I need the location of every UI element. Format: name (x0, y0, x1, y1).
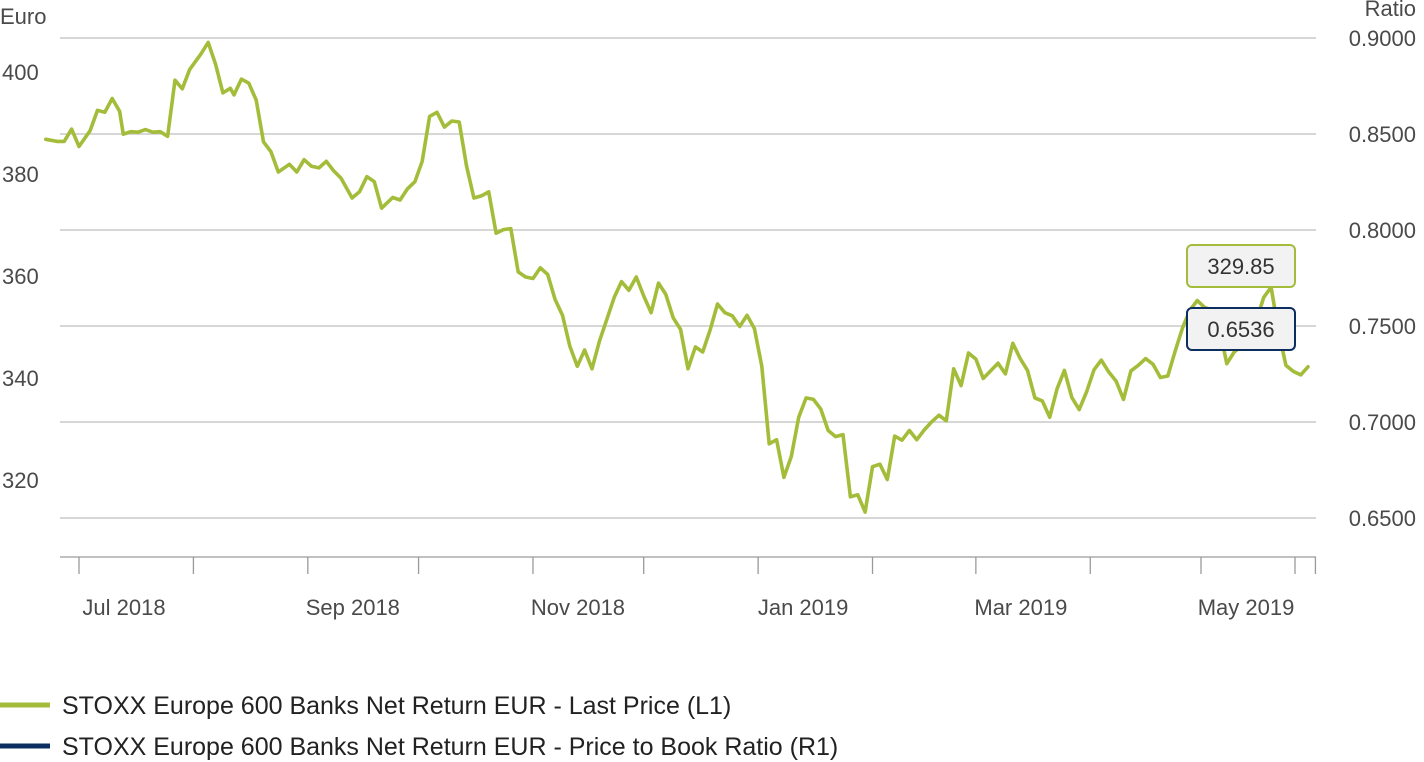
x-tick-label: May 2019 (1198, 595, 1295, 620)
last-value-callout: 329.85 (1186, 244, 1296, 288)
series-line-last-price (43, 40, 1310, 514)
x-tick-label: Jan 2019 (758, 595, 849, 620)
x-tick-label: Sep 2018 (306, 595, 400, 620)
x-tick-label: Jul 2018 (82, 595, 165, 620)
left-tick-label: 380 (2, 162, 39, 187)
left-axis-label: Euro (0, 4, 46, 29)
legend-label: STOXX Europe 600 Banks Net Return EUR - … (62, 733, 838, 761)
right-tick-label: 0.7000 (1349, 410, 1416, 435)
left-tick-label: 400 (2, 60, 39, 85)
legend-item: STOXX Europe 600 Banks Net Return EUR - … (0, 733, 838, 761)
x-tick-label: Nov 2018 (531, 595, 625, 620)
right-tick-label: 0.7500 (1349, 314, 1416, 339)
right-tick-label: 0.6500 (1349, 506, 1416, 531)
left-axis-ticks: 320 340 360 380 400 (2, 60, 39, 493)
x-axis: Jul 2018 Sep 2018 Nov 2018 Jan 2019 Mar 2019… (60, 556, 1317, 620)
last-value-callout: 0.6536 (1186, 307, 1296, 351)
left-tick-label: 340 (2, 366, 39, 391)
legend: STOXX Europe 600 Banks Net Return EUR - … (0, 692, 838, 761)
left-tick-label: 320 (2, 468, 39, 493)
callout-value: 0.6536 (1207, 317, 1274, 342)
last-value-callouts: 329.85 0.6536 (1186, 244, 1296, 351)
x-tick-label: Mar 2019 (974, 595, 1067, 620)
legend-label: STOXX Europe 600 Banks Net Return EUR - … (62, 692, 731, 720)
right-tick-label: 0.8500 (1349, 122, 1416, 147)
right-axis-label: Ratio (1365, 0, 1416, 21)
callout-value: 329.85 (1207, 254, 1274, 279)
right-axis-ticks: 0.6500 0.7000 0.7500 0.8000 0.8500 0.9000 (1349, 26, 1416, 531)
series-layer (43, 40, 1310, 514)
right-tick-label: 0.9000 (1349, 26, 1416, 51)
callout-box (1186, 307, 1296, 351)
gridlines (60, 37, 1316, 519)
legend-item: STOXX Europe 600 Banks Net Return EUR - … (0, 692, 731, 720)
right-tick-label: 0.8000 (1349, 218, 1416, 243)
left-tick-label: 360 (2, 264, 39, 289)
callout-box (1186, 244, 1296, 288)
